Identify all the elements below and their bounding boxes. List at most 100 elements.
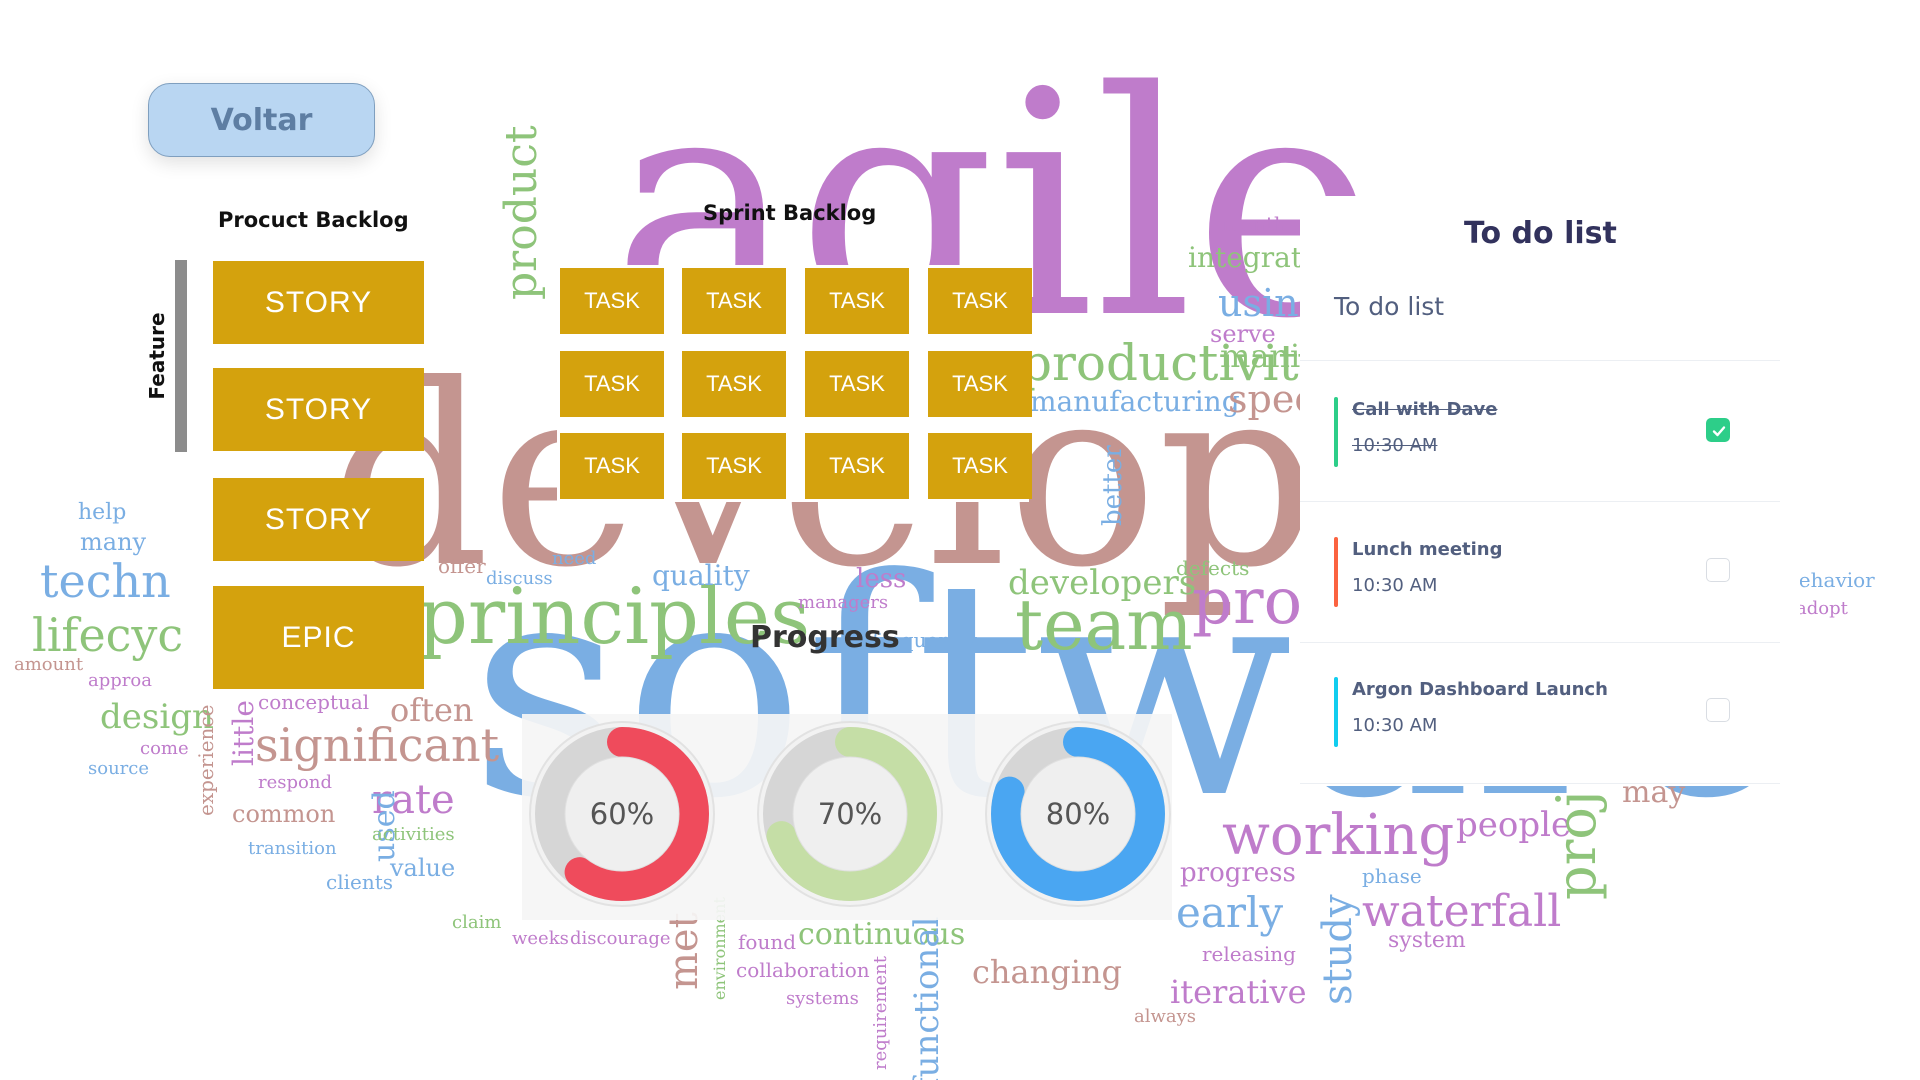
- progress-gauge: 70%: [750, 714, 950, 914]
- task-card[interactable]: TASK: [560, 433, 664, 499]
- check-icon: [1712, 426, 1726, 437]
- cloud-word: discourage: [570, 928, 671, 949]
- cloud-word: month: [1222, 212, 1287, 236]
- task-card[interactable]: TASK: [805, 433, 909, 499]
- task-card[interactable]: TASK: [928, 268, 1032, 334]
- task-card[interactable]: TASK: [682, 433, 786, 499]
- cloud-word: functional: [907, 916, 947, 1080]
- cloud-word: releasing: [1202, 942, 1296, 966]
- cloud-word: transition: [248, 838, 337, 859]
- cloud-word: come: [140, 738, 189, 759]
- backlog-epic-card[interactable]: EPIC: [213, 586, 424, 689]
- cloud-word: experience: [194, 704, 218, 816]
- cloud-word: met: [661, 912, 707, 990]
- progress-gauge: 60%: [522, 714, 722, 914]
- todo-panel: [1300, 196, 1800, 786]
- todo-accent-bar: [1334, 397, 1338, 467]
- cloud-word: lifecyc: [32, 608, 184, 662]
- todo-checkbox[interactable]: [1706, 418, 1730, 442]
- task-card[interactable]: TASK: [928, 351, 1032, 417]
- task-card[interactable]: TASK: [560, 351, 664, 417]
- cloud-word: team: [1015, 584, 1193, 666]
- task-card[interactable]: TASK: [928, 433, 1032, 499]
- cloud-word: frequently: [872, 628, 977, 652]
- cloud-word: defects: [1176, 556, 1250, 580]
- todo-accent-bar: [1334, 677, 1338, 747]
- gauge-value-label: 60%: [589, 797, 655, 831]
- todo-item-title: Call with Dave: [1352, 399, 1498, 420]
- todo-divider: [1300, 642, 1780, 643]
- cloud-word: system: [1388, 928, 1466, 953]
- cloud-word: respond: [258, 772, 332, 793]
- backlog-story-card[interactable]: STORY: [213, 368, 424, 451]
- progress-gauge: 80%: [978, 714, 1178, 914]
- cloud-word: adopt: [1796, 598, 1848, 619]
- backlog-story-card[interactable]: STORY: [213, 478, 424, 561]
- task-card[interactable]: TASK: [560, 268, 664, 334]
- todo-divider: [1300, 783, 1780, 784]
- task-card[interactable]: TASK: [805, 268, 909, 334]
- cloud-word: collaboration: [736, 958, 870, 982]
- cloud-word: value: [390, 854, 456, 882]
- cloud-word: phase: [1362, 864, 1422, 888]
- cloud-word: principles: [418, 572, 811, 662]
- gauge-ring: [529, 721, 715, 907]
- cloud-word: rate: [372, 777, 455, 823]
- gauge-ring: [985, 721, 1171, 907]
- cloud-word: often: [390, 691, 474, 729]
- cloud-word: quality: [652, 559, 750, 592]
- backlog-story-card[interactable]: STORY: [213, 261, 424, 344]
- todo-item: Call with Dave 10:30 AM: [1334, 397, 1754, 467]
- cloud-word: design: [100, 697, 214, 737]
- cloud-word: people: [1456, 805, 1572, 845]
- cloud-word: weeks: [512, 928, 569, 949]
- todo-card-title: To do list: [1334, 292, 1445, 321]
- back-button[interactable]: Voltar: [148, 83, 375, 157]
- product-backlog-title: Procuct Backlog: [218, 208, 409, 232]
- cloud-word: developers: [1008, 563, 1197, 603]
- feature-bar: [175, 260, 187, 452]
- todo-item-title: Lunch meeting: [1352, 539, 1503, 560]
- cloud-word: requirement: [870, 956, 891, 1070]
- cloud-word: little: [227, 700, 260, 766]
- cloud-word: significant: [255, 718, 500, 772]
- todo-checkbox[interactable]: [1706, 558, 1730, 582]
- cloud-word: serve: [1210, 320, 1276, 348]
- todo-divider: [1300, 360, 1780, 361]
- todo-checkbox[interactable]: [1706, 698, 1730, 722]
- cloud-word: proj: [1545, 790, 1608, 900]
- cloud-word: conceptual: [258, 690, 370, 714]
- todo-item-time: 10:30 AM: [1352, 575, 1438, 596]
- cloud-word: study: [1315, 894, 1361, 1005]
- cloud-word: behavior: [1786, 568, 1875, 592]
- sprint-backlog-title: Sprint Backlog: [703, 201, 877, 225]
- progress-title: Progress: [750, 620, 900, 655]
- cloud-word: managers: [798, 592, 889, 613]
- cloud-word: approa: [88, 670, 152, 691]
- cloud-word: continuous: [798, 917, 966, 952]
- cloud-word: activities: [372, 824, 455, 845]
- cloud-word: productivity: [1020, 334, 1327, 392]
- cloud-word: offer: [438, 554, 486, 578]
- todo-accent-bar: [1334, 537, 1338, 607]
- cloud-word: iterative: [1170, 973, 1307, 1011]
- task-card[interactable]: TASK: [805, 351, 909, 417]
- sprint-task-grid: TASK TASK TASK TASK TASK TASK TASK TASK …: [557, 265, 1032, 502]
- cloud-word: claim: [452, 912, 502, 933]
- cloud-word: systems: [786, 988, 859, 1009]
- progress-panel: 60% 70% 80%: [522, 714, 1172, 920]
- cloud-word: always: [1134, 1006, 1197, 1027]
- todo-heading: To do list: [1464, 216, 1617, 251]
- todo-item-title: Argon Dashboard Launch: [1352, 679, 1608, 700]
- task-card[interactable]: TASK: [682, 351, 786, 417]
- cloud-word: less: [856, 564, 907, 594]
- cloud-word: need: [552, 548, 597, 569]
- todo-item-time: 10:30 AM: [1352, 435, 1438, 456]
- cloud-word: found: [738, 930, 797, 954]
- cloud-word: working: [1222, 803, 1455, 868]
- todo-item-time: 10:30 AM: [1352, 715, 1438, 736]
- cloud-word: waterfall: [1362, 886, 1562, 937]
- cloud-word: source: [88, 758, 150, 779]
- task-card[interactable]: TASK: [682, 268, 786, 334]
- cloud-word: early: [1176, 888, 1284, 937]
